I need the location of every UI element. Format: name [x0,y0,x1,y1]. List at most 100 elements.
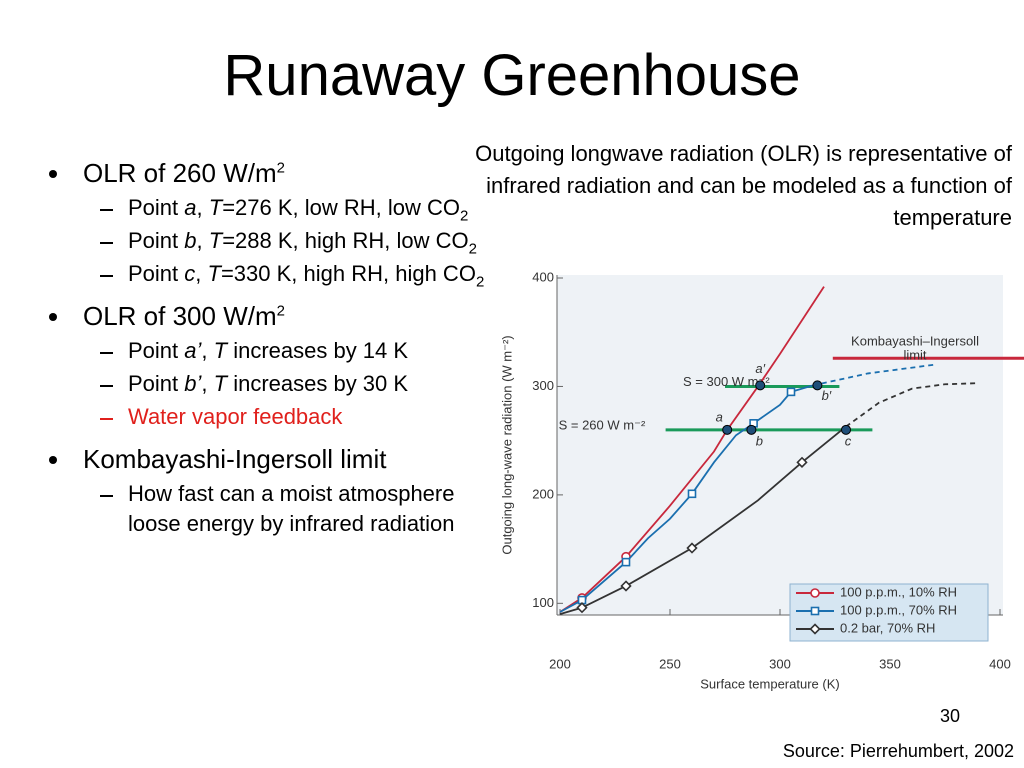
text-run: OLR of 260 W/m [83,158,277,188]
data-marker [620,580,632,592]
y-tick-label: 300 [532,378,554,393]
bullet-item: Point c, T=330 K, high RH, high CO2 [45,259,488,289]
bullet-marker [100,209,113,211]
data-marker [621,557,631,567]
bullet-marker [49,313,57,321]
text-run: c [184,261,196,286]
point-label: b [756,433,763,448]
bullet-marker [100,275,113,277]
data-marker [810,606,820,616]
text-run: b’ [184,371,202,396]
bullet-item: Point b, T=288 K, high RH, low CO2 [45,226,488,256]
text-run: 2 [468,240,477,258]
source: Source: Pierrehumbert, 2002 [782,741,1014,761]
text-run: increases by 14 K [227,338,409,363]
x-tick-label: 200 [549,656,571,671]
point-label: c [845,433,852,448]
x-tick-label: 250 [659,656,681,671]
point-label: a′ [755,361,765,376]
data-marker [810,588,820,598]
text-run: , [195,261,208,286]
text-run: 2 [276,302,285,320]
slide-title: Runaway Greenhouse [223,43,801,108]
reference-label: limit [903,348,926,363]
bullet-item: OLR of 260 W/m2 [45,156,495,190]
data-marker [786,387,796,397]
bullet-item: OLR of 300 W/m2 [45,299,495,333]
x-axis-label: Surface temperature (K) [700,676,839,691]
text-run: , [201,338,214,363]
text-run: a [184,195,197,220]
reference-label: S = 300 W m⁻² [683,374,770,389]
text-run: T [208,228,223,253]
text-run: , [201,371,214,396]
data-marker [687,489,697,499]
point-label: a [716,409,723,424]
x-tick-label: 400 [989,656,1011,671]
state-point [812,380,823,391]
text-run: =288 K, high RH, low CO [222,228,469,253]
bullet-item: Point a’, T increases by 14 K [45,336,488,366]
text-run: Water vapor feedback [128,404,343,429]
plot-background [557,275,1003,615]
data-marker [809,623,821,635]
series-line [559,384,814,613]
text-run: How fast can a moist atmosphere loose en… [128,481,455,536]
text-run: increases by 30 K [227,371,409,396]
state-point [755,380,766,391]
bullet-marker [100,242,113,244]
text-run: Point [128,195,185,220]
y-tick-label: 100 [532,595,554,610]
text-run: =330 K, high RH, high CO [220,261,476,286]
reference-label: S = 260 W m⁻² [559,417,646,432]
text-run: Kombayashi-Ingersoll limit [83,444,387,474]
bullet-item: Point a, T=276 K, low RH, low CO2 [45,193,488,223]
text-run: =276 K, low RH, low CO [222,195,461,220]
text-run: Point [128,338,185,363]
legend-label: 0.2 bar, 70% RH [840,620,935,635]
text-run: T [213,338,228,363]
reference-label: Kombayashi–Ingersoll [851,334,979,349]
legend-label: 100 p.p.m., 10% RH [840,584,957,599]
bullet-marker [49,170,57,178]
series-line-dashed [845,382,979,428]
series-line-dashed [812,363,935,387]
text-run: , [196,228,209,253]
text-run: Point [128,228,185,253]
caption: Outgoing longwave radiation (OLR) is rep… [475,141,1012,230]
bullet-item: Kombayashi-Ingersoll limit [45,442,495,476]
bullet-marker [100,418,113,420]
data-marker [576,602,588,614]
text-run: OLR of 300 W/m [83,301,277,331]
text-run: 2 [475,273,485,291]
y-tick-label: 200 [532,486,554,501]
data-marker [796,456,808,468]
series-line [559,286,825,613]
text-run: b [184,228,197,253]
bullet-marker [49,456,57,464]
state-point [746,424,757,435]
y-tick-label: 400 [532,269,554,284]
page-number: 30 [940,706,961,726]
text-run: a’ [184,338,202,363]
bullet-marker [100,495,113,497]
point-label: b′ [822,388,832,403]
bullet-list: OLR of 260 W/m2 Point a, T=276 K, low RH,… [45,146,495,539]
state-point [841,424,851,435]
bullet-marker [100,385,113,387]
text-run: T [208,195,223,220]
text-run: T [207,261,221,286]
bullet-item: Point b’, T increases by 30 K [45,369,488,399]
text-run: Point [128,261,185,286]
bullet-marker [100,352,113,354]
text-run: 2 [460,207,469,225]
legend-label: 100 p.p.m., 70% RH [840,602,957,617]
state-point [722,424,733,435]
x-tick-label: 300 [769,656,791,671]
text-run: , [196,195,209,220]
text-run: Point [128,371,185,396]
data-marker [686,542,698,554]
y-axis-label: Outgoing long-wave radiation (W m⁻²) [499,335,514,554]
